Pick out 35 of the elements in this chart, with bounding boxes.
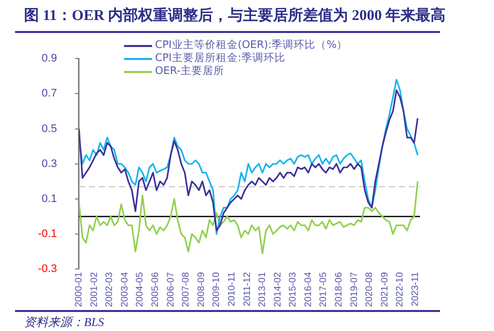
text: 资料来源：BLS	[24, 314, 104, 331]
legend-label: OER-主要居所	[155, 65, 225, 78]
x-tick-label: 2018-06	[333, 272, 344, 308]
x-tick-label: 2019-07	[348, 272, 360, 308]
x-tick-label: 2008-09	[196, 272, 207, 308]
x-tick-label: 2007-08	[180, 272, 192, 308]
x-tick-label: 2014-02	[272, 272, 284, 308]
y-tick-label: 0.9	[42, 52, 57, 65]
x-tick-label: 2010-11	[226, 272, 238, 306]
y-tick-label: -0.1	[38, 228, 57, 240]
x-tick-label: 2005-06	[150, 272, 162, 308]
x-tick-label: 2000-01	[74, 272, 85, 308]
y-tick-label: 0.1	[42, 192, 57, 205]
legend-label: CPI主要居所租金:季调环比	[155, 52, 286, 65]
x-tick-label: 2017-05	[318, 272, 330, 308]
x-tick-label: 2016-04	[302, 272, 314, 308]
y-tick-label: 0.3	[42, 158, 57, 170]
x-tick-label: 2022-10	[394, 272, 406, 308]
x-tick-label: 2009-10	[211, 272, 222, 308]
chart-title: 图 11：OER 内部权重调整后，与主要居所差值为 2000 年来最高	[24, 6, 446, 25]
x-tick-label: 2003-04	[119, 272, 130, 308]
x-tick-label: 2002-03	[104, 272, 116, 308]
x-tick-label: 2006-07	[165, 272, 176, 308]
x-tick-label: 2001-02	[88, 272, 100, 308]
x-tick-label: 2011-12	[242, 272, 253, 306]
x-tick-label: 2023-11	[410, 272, 421, 306]
x-tick-label: 2004-05	[134, 272, 146, 308]
x-tick-label: 2020-08	[364, 272, 376, 308]
legend-label: CPI业主等价租金(OER):季调环比（%）	[155, 39, 348, 52]
y-tick-label: 0.7	[42, 88, 57, 100]
x-tick-label: 2021-09	[379, 272, 390, 308]
x-tick-label: 2015-03	[288, 272, 299, 308]
x-tick-label: 2013-01	[257, 272, 268, 308]
y-tick-label: -0.3	[38, 263, 57, 276]
y-tick-label: 0.5	[42, 122, 57, 135]
